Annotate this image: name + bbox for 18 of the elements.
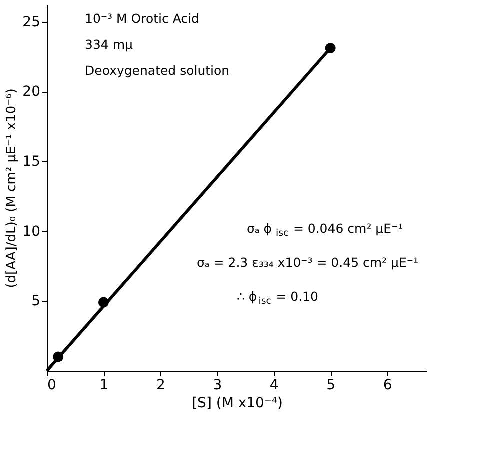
annotation: 10⁻³ M Orotic Acid [85, 11, 200, 26]
y-axis-title: (d[AA]/dL)₀ (M cm² μE⁻¹ x10⁻⁶) [4, 88, 20, 288]
x-tick-label: 2 [156, 378, 166, 394]
x-tick-label: 4 [270, 378, 279, 394]
y-tick-label: 25 [22, 14, 40, 30]
x-tick-label: 6 [383, 378, 392, 394]
y-tick-label: 10 [22, 224, 40, 240]
annotation: 334 mμ [85, 37, 134, 52]
y-tick-label: 5 [32, 294, 40, 310]
x-tick-label: 5 [326, 378, 336, 394]
x-tick-label: 0 [48, 378, 56, 394]
x-axis-title: [S] (M x10⁻⁴) [192, 396, 283, 412]
x-tick-label: 1 [100, 378, 109, 394]
y-tick-label: 15 [22, 154, 40, 170]
x-tick-label: 3 [213, 378, 222, 394]
y-tick-label: 20 [22, 84, 40, 100]
annotation: σₐ = 2.3 ε₃₃₄ x10⁻³ = 0.45 cm² μE⁻¹ [197, 255, 418, 270]
annotation: Deoxygenated solution [85, 63, 230, 78]
